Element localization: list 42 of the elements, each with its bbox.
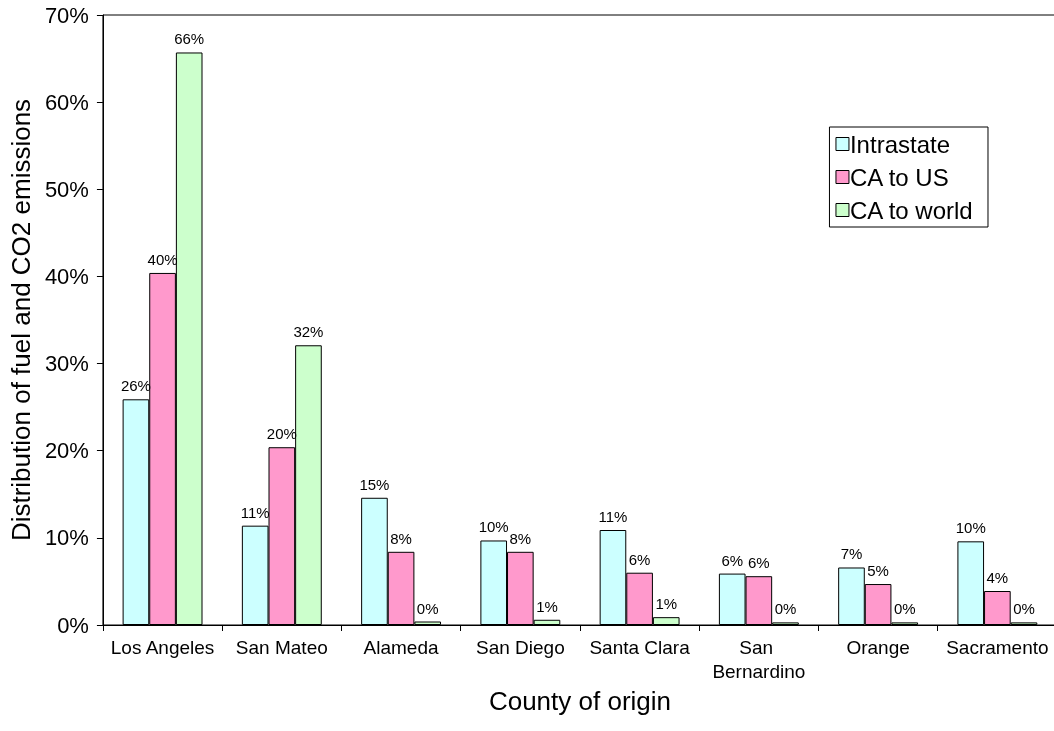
data-label: 0% xyxy=(1013,600,1035,618)
data-label: 32% xyxy=(293,323,324,341)
y-tick-label: 60% xyxy=(44,89,89,115)
data-label: 6% xyxy=(721,551,744,569)
x-tick-label: San Mateo xyxy=(235,636,328,658)
x-tick-label: San Bernardino xyxy=(712,636,806,682)
y-tick-label: 70% xyxy=(44,2,89,28)
y-tick-label: 0% xyxy=(57,612,89,638)
x-axis-title: County of origin xyxy=(488,686,672,716)
data-label: 0% xyxy=(893,600,916,618)
y-tick-label: 30% xyxy=(44,351,89,377)
data-label: 1% xyxy=(536,597,558,615)
data-label: 11% xyxy=(240,503,270,521)
data-label: 6% xyxy=(748,554,770,572)
x-tick-label: San Diego xyxy=(475,636,565,658)
data-label: 15% xyxy=(359,475,390,493)
y-axis-title: Distribution of fuel and CO2 emissions xyxy=(6,98,36,542)
data-label: 1% xyxy=(655,595,678,613)
data-label: 8% xyxy=(390,529,412,547)
x-tick-label: Orange xyxy=(846,636,910,658)
x-tick-label: Santa Clara xyxy=(589,636,691,658)
data-label: 10% xyxy=(955,519,986,537)
legend-label: CA to US xyxy=(849,163,949,191)
x-tick-label: Alameda xyxy=(363,636,439,658)
data-label: 5% xyxy=(867,562,889,580)
data-label: 11% xyxy=(598,508,628,526)
data-label: 10% xyxy=(478,518,509,536)
legend-label: Intrastate xyxy=(849,130,951,158)
y-tick-label: 10% xyxy=(44,525,89,551)
y-tick-label: 40% xyxy=(44,263,89,289)
data-label: 6% xyxy=(628,550,651,568)
data-label: 4% xyxy=(986,569,1009,587)
y-tick-label: 20% xyxy=(44,438,89,464)
x-tick-label: Sacramento xyxy=(946,636,1049,658)
data-label: 7% xyxy=(840,545,863,563)
data-label: 8% xyxy=(509,529,532,547)
data-label: 0% xyxy=(416,599,439,617)
y-tick-label: 50% xyxy=(44,176,89,202)
data-label: 66% xyxy=(174,30,205,48)
x-tick-label: Los Angeles xyxy=(110,636,215,658)
legend-label: CA to world xyxy=(849,196,973,224)
data-label: 0% xyxy=(774,600,797,618)
